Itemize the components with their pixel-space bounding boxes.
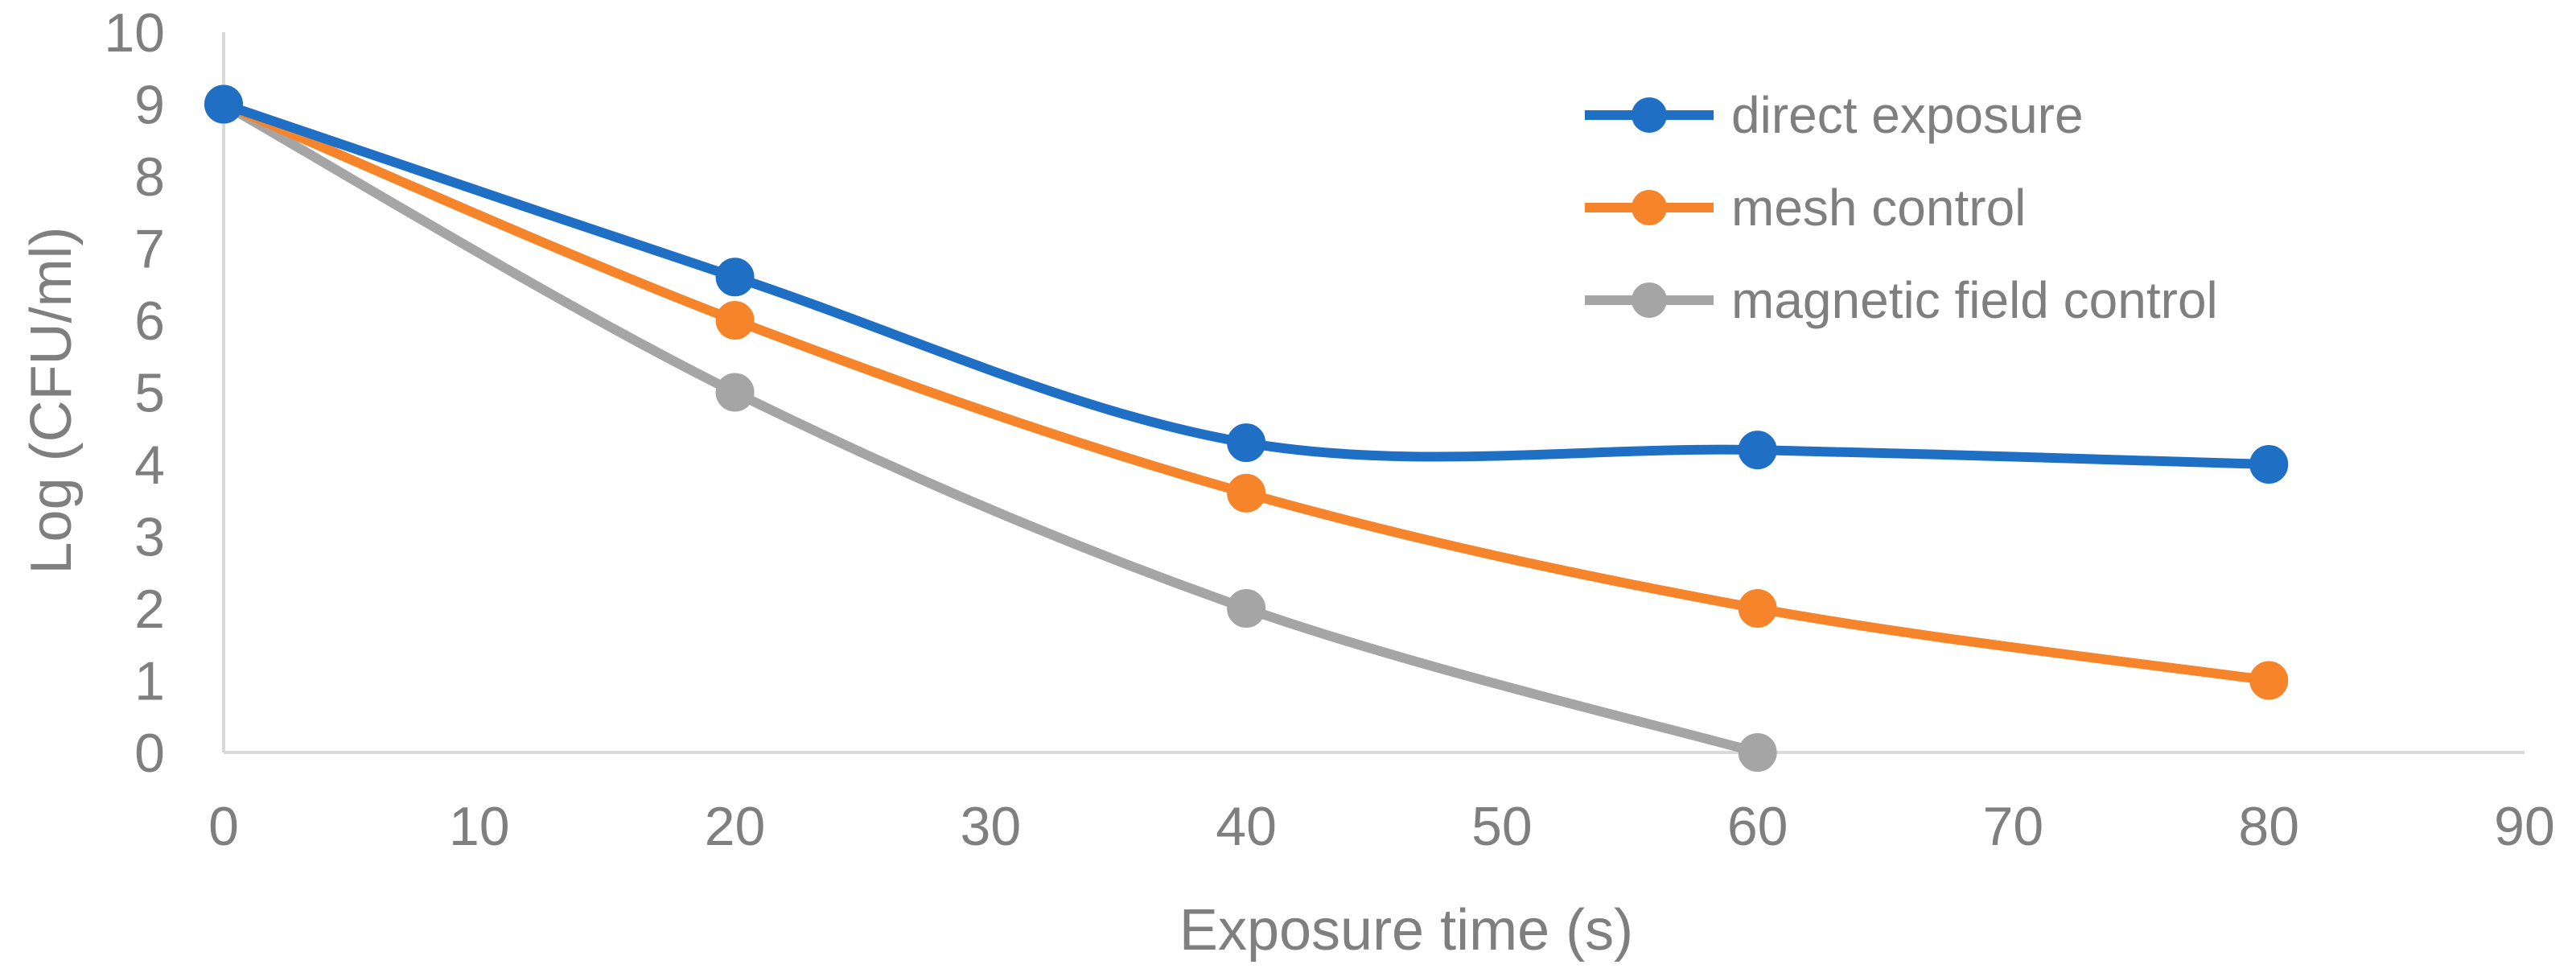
x-tick-label: 20	[705, 796, 766, 857]
legend-marker	[1632, 282, 1667, 318]
data-point	[1227, 589, 1266, 628]
legend-item: mesh control	[1585, 179, 2026, 237]
x-tick-labels: 0 10 20 30 40 50 60 70 80 90	[208, 796, 2555, 857]
y-tick-label: 9	[134, 75, 165, 136]
data-point	[715, 373, 755, 412]
y-tick-label: 7	[134, 219, 165, 280]
y-tick-labels: 0 1 2 3 4 5 6 7 8 9 10	[104, 2, 165, 784]
x-tick-label: 90	[2494, 796, 2555, 857]
x-tick-label: 30	[961, 796, 1022, 857]
x-tick-label: 70	[1983, 796, 2044, 857]
legend-marker	[1632, 97, 1667, 133]
series-direct-exposure	[204, 85, 2289, 484]
legend-label: magnetic field control	[1731, 271, 2218, 329]
y-tick-label: 8	[134, 146, 165, 208]
x-tick-label: 40	[1216, 796, 1277, 857]
data-point	[1738, 589, 1777, 628]
y-tick-label: 1	[134, 651, 165, 712]
legend-label: mesh control	[1731, 179, 2026, 237]
data-point	[204, 85, 243, 124]
legend-label: direct exposure	[1731, 86, 2084, 144]
data-point	[2249, 445, 2289, 484]
axes	[222, 32, 2525, 754]
x-axis-title: Exposure time (s)	[1179, 898, 1633, 963]
data-point	[1227, 423, 1266, 463]
x-tick-label: 60	[1727, 796, 1788, 857]
y-tick-label: 10	[104, 2, 165, 64]
data-point	[715, 258, 755, 297]
legend-item: magnetic field control	[1585, 271, 2218, 329]
y-tick-label: 2	[134, 579, 165, 640]
y-axis-title: Log (CFU/ml)	[19, 226, 84, 574]
legend: direct exposure mesh control magnetic fiel…	[1585, 86, 2218, 329]
y-tick-label: 5	[134, 363, 165, 424]
x-tick-label: 80	[2238, 796, 2299, 857]
legend-item: direct exposure	[1585, 86, 2084, 144]
data-point	[1227, 473, 1266, 513]
y-tick-label: 4	[134, 435, 165, 496]
series-magnetic-field-control	[204, 85, 1777, 772]
x-tick-label: 50	[1471, 796, 1533, 857]
data-point	[2249, 661, 2289, 700]
x-tick-label: 10	[449, 796, 510, 857]
series-line	[219, 99, 1763, 757]
series-layer	[204, 85, 2289, 772]
data-point	[715, 301, 755, 340]
y-tick-label: 3	[134, 507, 165, 568]
y-tick-label: 6	[134, 291, 165, 352]
data-point	[1738, 733, 1777, 772]
x-tick-label: 0	[208, 796, 239, 857]
data-point	[1738, 431, 1777, 470]
legend-marker	[1632, 190, 1667, 225]
y-tick-label: 0	[134, 723, 165, 784]
